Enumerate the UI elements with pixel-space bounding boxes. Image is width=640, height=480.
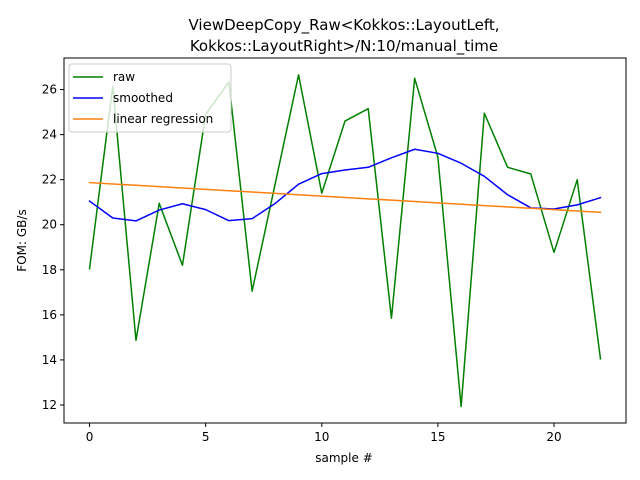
series-line-linear-regression <box>88 181 602 214</box>
x-tick-label: 15 <box>430 430 445 444</box>
x-tick-label: 10 <box>314 430 329 444</box>
x-tick-label: 5 <box>202 430 210 444</box>
y-tick-label: 26 <box>42 83 57 97</box>
y-tick-label: 24 <box>42 128 57 142</box>
x-axis-label: sample # <box>315 451 373 465</box>
chart-title-line-1: ViewDeepCopy_Raw<Kokkos::LayoutLeft, <box>189 16 500 35</box>
series-line-smoothed <box>88 148 602 222</box>
y-tick-label: 16 <box>42 308 57 322</box>
x-tick-label: 20 <box>546 430 561 444</box>
series-line-raw <box>88 74 602 408</box>
legend-frame <box>68 63 232 133</box>
y-tick-label: 20 <box>42 218 57 232</box>
y-tick-label: 22 <box>42 173 57 187</box>
series-layer <box>88 74 602 408</box>
plot-frame <box>63 57 627 424</box>
ticks-layer: 0 5 10 15 20 12 14 16 18 20 22 24 26 <box>42 83 562 444</box>
legend-label: smoothed <box>113 91 173 105</box>
chart-title-line-2: Kokkos::LayoutRight>/N:10/manual_time <box>190 37 498 56</box>
x-tick-label: 0 <box>86 430 94 444</box>
y-tick-label: 18 <box>42 263 57 277</box>
legend-entries: raw smoothed linear regression <box>73 70 213 126</box>
y-tick-label: 14 <box>42 353 57 367</box>
y-axis-label: FOM: GB/s <box>15 209 29 271</box>
y-tick-label: 12 <box>42 398 57 412</box>
legend-label: raw <box>113 70 135 84</box>
legend-label: linear regression <box>113 112 213 126</box>
legend: raw smoothed linear regression <box>68 63 232 133</box>
